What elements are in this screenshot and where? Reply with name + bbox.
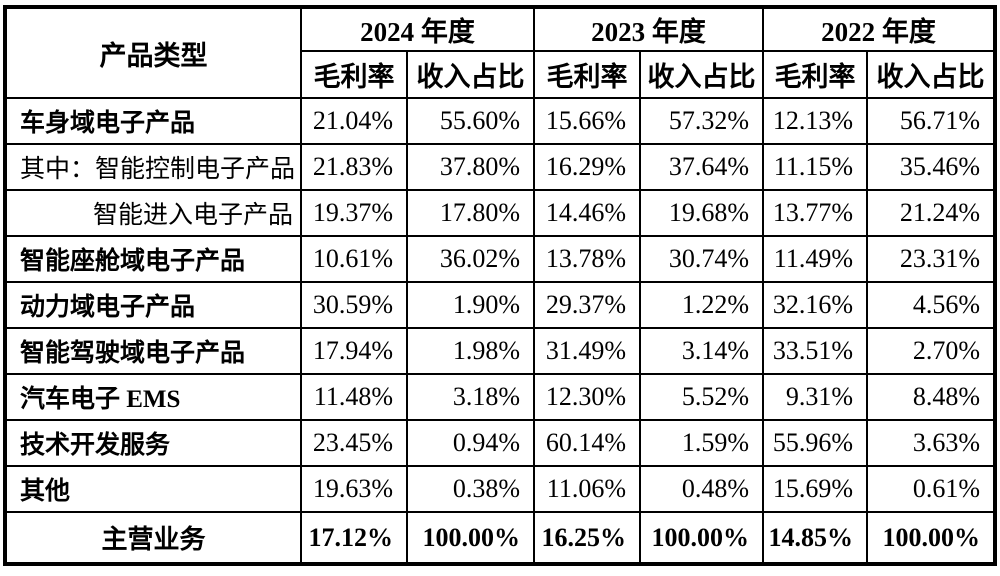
col-header-gross-margin: 毛利率: [300, 50, 408, 99]
value-cell: 55.60%: [406, 97, 535, 145]
value-cell: 8.48%: [866, 373, 996, 421]
year-header-2023: 2023 年度: [533, 6, 764, 52]
col-header-gross-margin: 毛利率: [533, 50, 641, 99]
year-header-2024: 2024 年度: [300, 6, 535, 52]
value-cell: 15.69%: [762, 465, 868, 513]
table-row: 汽车电子 EMS 11.48% 3.18% 12.30% 5.52% 9.31%…: [4, 373, 996, 421]
value-cell: 33.51%: [762, 327, 868, 375]
value-cell: 14.85%: [762, 511, 868, 565]
value-cell: 17.94%: [300, 327, 408, 375]
product-cell: 其中：智能控制电子产品: [4, 143, 302, 191]
product-cell: 智能驾驶域电子产品: [4, 327, 302, 375]
table-row: 智能座舱域电子产品 10.61% 36.02% 13.78% 30.74% 11…: [4, 235, 996, 283]
value-cell: 1.22%: [639, 281, 764, 329]
value-cell: 11.06%: [533, 465, 641, 513]
product-cell: 智能进入电子产品: [4, 189, 302, 237]
value-cell: 2.70%: [866, 327, 996, 375]
value-cell: 9.31%: [762, 373, 868, 421]
value-cell: 36.02%: [406, 235, 535, 283]
value-cell: 16.29%: [533, 143, 641, 191]
gross-margin-revenue-table: 产品类型 2024 年度 2023 年度 2022 年度 毛利率 收入占比 毛利…: [3, 5, 997, 566]
value-cell: 30.74%: [639, 235, 764, 283]
product-cell: 智能座舱域电子产品: [4, 235, 302, 283]
value-cell: 0.48%: [639, 465, 764, 513]
value-cell: 21.24%: [866, 189, 996, 237]
table-row: 车身域电子产品 21.04% 55.60% 15.66% 57.32% 12.1…: [4, 97, 996, 145]
col-header-revenue-share: 收入占比: [639, 50, 764, 99]
value-cell: 11.48%: [300, 373, 408, 421]
product-cell: 动力域电子产品: [4, 281, 302, 329]
value-cell: 100.00%: [639, 511, 764, 565]
value-cell: 13.78%: [533, 235, 641, 283]
value-cell: 3.14%: [639, 327, 764, 375]
value-cell: 21.83%: [300, 143, 408, 191]
value-cell: 0.38%: [406, 465, 535, 513]
value-cell: 23.31%: [866, 235, 996, 283]
value-cell: 12.30%: [533, 373, 641, 421]
value-cell: 35.46%: [866, 143, 996, 191]
value-cell: 29.37%: [533, 281, 641, 329]
product-cell: 其他: [4, 465, 302, 513]
value-cell: 17.12%: [300, 511, 408, 565]
value-cell: 57.32%: [639, 97, 764, 145]
table-row: 技术开发服务 23.45% 0.94% 60.14% 1.59% 55.96% …: [4, 419, 996, 467]
table-row: 其中：智能控制电子产品 21.83% 37.80% 16.29% 37.64% …: [4, 143, 996, 191]
value-cell: 13.77%: [762, 189, 868, 237]
value-cell: 0.61%: [866, 465, 996, 513]
value-cell: 37.80%: [406, 143, 535, 191]
value-cell: 19.37%: [300, 189, 408, 237]
product-type-header: 产品类型: [4, 6, 302, 99]
table-row: 动力域电子产品 30.59% 1.90% 29.37% 1.22% 32.16%…: [4, 281, 996, 329]
col-header-revenue-share: 收入占比: [406, 50, 535, 99]
value-cell: 23.45%: [300, 419, 408, 467]
value-cell: 100.00%: [406, 511, 535, 565]
value-cell: 1.98%: [406, 327, 535, 375]
value-cell: 1.59%: [639, 419, 764, 467]
value-cell: 15.66%: [533, 97, 641, 145]
value-cell: 100.00%: [866, 511, 996, 565]
value-cell: 12.13%: [762, 97, 868, 145]
table-row: 智能进入电子产品 19.37% 17.80% 14.46% 19.68% 13.…: [4, 189, 996, 237]
table-row: 智能驾驶域电子产品 17.94% 1.98% 31.49% 3.14% 33.5…: [4, 327, 996, 375]
value-cell: 10.61%: [300, 235, 408, 283]
value-cell: 60.14%: [533, 419, 641, 467]
value-cell: 56.71%: [866, 97, 996, 145]
table-row-total: 主营业务 17.12% 100.00% 16.25% 100.00% 14.85…: [4, 511, 996, 565]
value-cell: 37.64%: [639, 143, 764, 191]
value-cell: 3.63%: [866, 419, 996, 467]
col-header-revenue-share: 收入占比: [866, 50, 996, 99]
value-cell: 4.56%: [866, 281, 996, 329]
product-cell: 汽车电子 EMS: [4, 373, 302, 421]
value-cell: 1.90%: [406, 281, 535, 329]
value-cell: 17.80%: [406, 189, 535, 237]
value-cell: 30.59%: [300, 281, 408, 329]
value-cell: 0.94%: [406, 419, 535, 467]
year-header-2022: 2022 年度: [762, 6, 996, 52]
value-cell: 16.25%: [533, 511, 641, 565]
header-row-years: 产品类型 2024 年度 2023 年度 2022 年度: [4, 6, 996, 99]
value-cell: 11.49%: [762, 235, 868, 283]
value-cell: 5.52%: [639, 373, 764, 421]
value-cell: 14.46%: [533, 189, 641, 237]
value-cell: 31.49%: [533, 327, 641, 375]
value-cell: 21.04%: [300, 97, 408, 145]
product-cell: 技术开发服务: [4, 419, 302, 467]
table-row: 其他 19.63% 0.38% 11.06% 0.48% 15.69% 0.61…: [4, 465, 996, 513]
value-cell: 19.68%: [639, 189, 764, 237]
value-cell: 19.63%: [300, 465, 408, 513]
product-cell: 车身域电子产品: [4, 97, 302, 145]
value-cell: 11.15%: [762, 143, 868, 191]
value-cell: 32.16%: [762, 281, 868, 329]
value-cell: 55.96%: [762, 419, 868, 467]
header-row-metrics: 毛利率 收入占比 毛利率 收入占比 毛利率 收入占比: [5, 50, 996, 99]
value-cell: 3.18%: [406, 373, 535, 421]
col-header-gross-margin: 毛利率: [762, 50, 868, 99]
product-cell: 主营业务: [4, 511, 302, 565]
